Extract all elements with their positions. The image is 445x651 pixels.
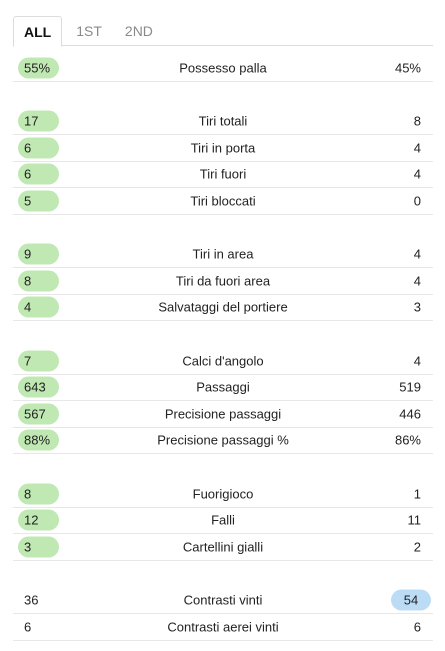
stats-list: 55% Possesso palla 45% 17 Tiri totali 8 6 Tiri …: [13, 55, 433, 641]
stat-label: Contrasti vinti: [183, 592, 263, 608]
away-value: 86%: [394, 432, 421, 448]
away-value: 4: [413, 246, 421, 262]
stat-row: 5 Tiri bloccati 0: [13, 188, 433, 215]
stat-label: Calci d'angolo: [182, 353, 264, 369]
home-value: 9: [18, 243, 59, 265]
home-value: 4: [18, 296, 59, 318]
away-value: 3: [413, 299, 421, 315]
stat-label: Falli: [211, 512, 235, 528]
stat-row: 6 Tiri fuori 4: [13, 162, 433, 188]
home-value: 6: [18, 137, 59, 159]
home-value: 8: [18, 270, 59, 292]
stat-row: 12 Falli 11: [13, 508, 433, 534]
home-value: 7: [18, 350, 59, 372]
stat-row: 36 Contrasti vinti 54: [13, 588, 433, 614]
away-value: 519: [399, 379, 421, 395]
group-spacer: [13, 561, 433, 588]
group-spacer: [13, 321, 433, 348]
stat-label: Precisione passaggi %: [157, 432, 289, 448]
home-value: 17: [18, 110, 59, 132]
stat-row: 7 Calci d'angolo 4: [13, 348, 433, 375]
home-value: 5: [18, 190, 59, 212]
stat-label: Contrasti aerei vinti: [167, 619, 279, 635]
home-value: 643: [18, 376, 59, 398]
stat-row: 6 Contrasti aerei vinti 6: [13, 614, 433, 641]
stat-row: 8 Fuorigioco 1: [13, 481, 433, 508]
home-value: 8: [18, 483, 59, 505]
tab-1st[interactable]: 1ST: [76, 23, 102, 39]
stat-label: Possesso palla: [179, 60, 267, 76]
away-value: 1: [413, 486, 421, 502]
away-value: 0: [413, 193, 421, 209]
stat-row: 567 Precisione passaggi 446: [13, 401, 433, 428]
away-value: 54: [391, 589, 431, 611]
home-value: 55%: [18, 57, 59, 79]
stat-row: 6 Tiri in porta 4: [13, 135, 433, 162]
stat-row: 3 Cartellini gialli 2: [13, 534, 433, 561]
stat-row: 9 Tiri in area 4: [13, 242, 433, 268]
home-value: 567: [18, 403, 59, 425]
stat-row: 88% Precisione passaggi % 86%: [13, 428, 433, 454]
tab-2nd[interactable]: 2ND: [124, 23, 153, 39]
home-value: 6: [24, 619, 32, 635]
stat-label: Tiri bloccati: [190, 193, 256, 209]
home-value: 12: [18, 509, 59, 531]
away-value: 4: [413, 166, 421, 182]
period-tabs: ALL 1ST 2ND: [13, 16, 433, 47]
away-value: 8: [413, 113, 421, 129]
stat-row: 55% Possesso palla 45%: [13, 55, 433, 82]
home-value: 36: [24, 592, 39, 608]
stat-row: 8 Tiri da fuori area 4: [13, 268, 433, 295]
stat-label: Tiri fuori: [199, 166, 247, 182]
stat-label: Tiri totali: [198, 113, 248, 129]
away-value: 4: [413, 353, 421, 369]
away-value: 2: [413, 539, 421, 555]
stat-label: Cartellini gialli: [182, 539, 264, 555]
stat-row: 17 Tiri totali 8: [13, 109, 433, 135]
away-value: 446: [399, 406, 421, 422]
stat-label: Salvataggi del portiere: [158, 299, 288, 315]
away-value: 4: [413, 140, 421, 156]
group-spacer: [13, 82, 433, 109]
home-value: 88%: [18, 429, 59, 451]
away-value: 11: [407, 512, 422, 528]
group-spacer: [13, 215, 433, 242]
stat-label: Tiri in area: [192, 246, 254, 262]
away-value: 6: [413, 619, 421, 635]
away-value: 45%: [394, 60, 421, 76]
stat-row: 4 Salvataggi del portiere 3: [13, 295, 433, 321]
stat-label: Passaggi: [196, 379, 250, 395]
home-value: 6: [18, 163, 59, 185]
home-value: 3: [18, 536, 59, 558]
stat-label: Tiri da fuori area: [175, 273, 271, 289]
tab-all[interactable]: ALL: [13, 16, 63, 47]
stat-label: Tiri in porta: [190, 140, 256, 156]
stat-label: Fuorigioco: [192, 486, 254, 502]
away-value: 4: [413, 273, 421, 289]
stat-label: Precisione passaggi: [164, 406, 282, 422]
group-spacer: [13, 454, 433, 481]
stat-row: 643 Passaggi 519: [13, 375, 433, 401]
